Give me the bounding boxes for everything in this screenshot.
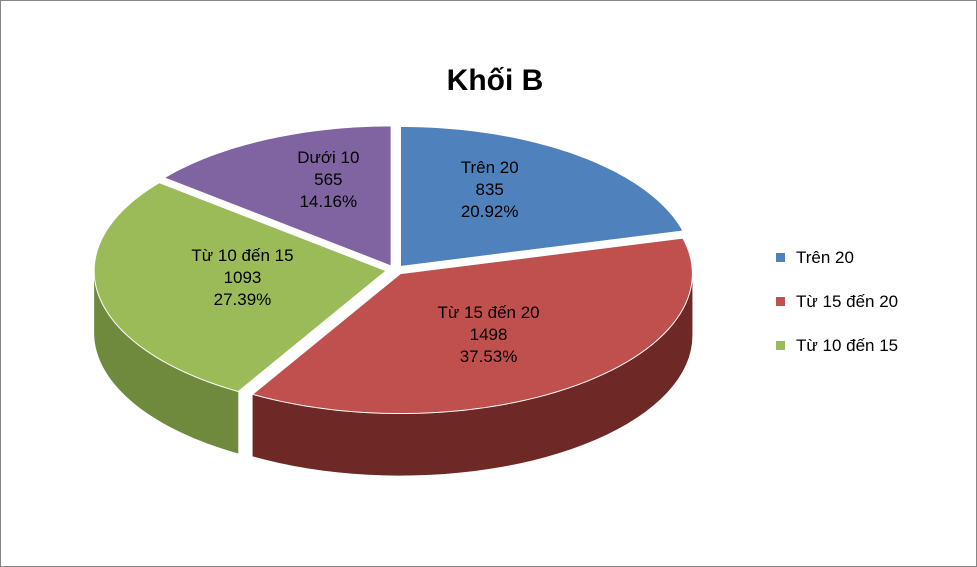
slice <box>251 237 693 415</box>
legend-swatch <box>776 297 785 306</box>
data-label-line: 835 <box>475 179 504 199</box>
data-label: Dưới 10 565 14.16% <box>297 147 359 213</box>
slice <box>93 182 388 393</box>
legend-entry: Từ 15 đến 20 <box>776 291 906 312</box>
data-label: Từ 15 đến 20 1498 37.53% <box>438 302 540 368</box>
legend-entry: Từ 10 đến 15 <box>776 335 906 356</box>
data-label-line: 27.39% <box>213 290 272 310</box>
legend-entry: Trên 20 <box>776 247 906 268</box>
legend-swatch <box>776 341 785 350</box>
slice <box>399 125 684 268</box>
data-label-line: Từ 15 đến 20 <box>437 302 540 322</box>
slice-side <box>94 270 239 454</box>
legend-swatch <box>776 253 785 262</box>
slice <box>163 125 392 267</box>
data-label: Trên 20 835 20.92% <box>461 157 519 223</box>
legend-label: Từ 10 đến 15 <box>796 336 899 355</box>
side-walls <box>94 270 693 476</box>
legend-label: Trên 20 <box>796 248 854 267</box>
data-label-line: 20.92% <box>460 201 519 221</box>
data-label-line: Trên 20 <box>460 157 519 177</box>
data-label-line: 14.16% <box>299 191 358 211</box>
data-label-line: Từ 10 đến 15 <box>191 246 294 266</box>
data-label-line: 1498 <box>469 324 508 344</box>
data-label-line: 565 <box>314 169 343 189</box>
data-label-line: Dưới 10 <box>297 147 360 167</box>
data-label-line: 37.53% <box>459 346 518 366</box>
data-label: Từ 10 đến 15 1093 27.39% <box>191 245 293 311</box>
chart-title: Khối B <box>447 64 544 97</box>
slice-side <box>252 273 693 476</box>
data-label-line: 1093 <box>223 268 262 288</box>
legend-label: Từ 15 đến 20 <box>796 292 899 311</box>
